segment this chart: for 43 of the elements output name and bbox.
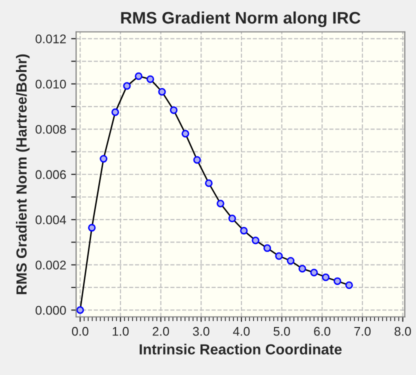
- point: [322, 273, 330, 282]
- point: [286, 256, 294, 265]
- point: [88, 224, 96, 232]
- y-tick-label: 0.002: [36, 260, 66, 270]
- point: [182, 130, 190, 138]
- x-tick-label: 6.0: [314, 326, 330, 336]
- point: [76, 306, 84, 314]
- point: [228, 214, 236, 222]
- point: [123, 82, 131, 90]
- x-tick-label: 1.0: [112, 326, 129, 336]
- point: [345, 281, 353, 290]
- point: [275, 252, 283, 260]
- x-tick-label: 0.0: [72, 326, 88, 336]
- x-tick-label: 8.0: [394, 326, 411, 336]
- y-tick-label: 0.012: [36, 34, 66, 44]
- point: [111, 108, 120, 116]
- point: [146, 75, 154, 83]
- point: [170, 106, 178, 114]
- y-tick-label: 0.010: [36, 80, 66, 89]
- y-axis-title: RMS Gradient Norm (Hartree/Bohr): [16, 54, 30, 294]
- x-axis-title: Intrinsic Reaction Coordinate: [140, 344, 342, 355]
- y-tick-label: 0.006: [36, 170, 66, 180]
- point: [204, 179, 213, 188]
- point: [310, 268, 318, 276]
- point: [252, 236, 260, 244]
- point: [193, 156, 201, 164]
- point: [216, 200, 224, 208]
- x-tick-label: 3.0: [192, 326, 210, 336]
- y-tick-label: 0.000: [36, 306, 66, 315]
- point: [100, 154, 108, 163]
- point: [134, 72, 142, 80]
- x-tick-label: 4.0: [233, 326, 250, 336]
- point: [334, 277, 342, 285]
- point: [158, 88, 166, 96]
- y-tick-label: 0.008: [36, 124, 66, 134]
- x-tick-label: 5.0: [274, 326, 290, 336]
- y-tick-label: 0.004: [36, 215, 66, 224]
- x-tick-label: 7.0: [354, 326, 371, 336]
- point: [240, 226, 248, 235]
- x-tick-label: 2.0: [152, 326, 170, 336]
- point: [298, 264, 306, 273]
- chart-title: RMS Gradient Norm along IRC: [121, 11, 360, 28]
- point: [263, 244, 272, 252]
